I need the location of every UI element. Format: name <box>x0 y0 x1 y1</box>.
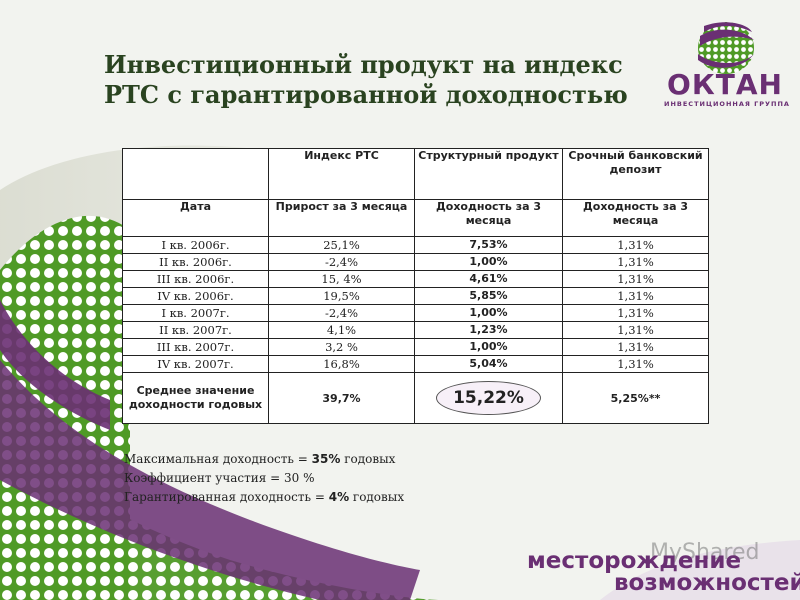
row-product: 1,23% <box>414 321 563 339</box>
summary-deposit: 5,25%** <box>562 372 709 424</box>
summary-product-cell: 15,22% <box>414 372 563 424</box>
row-deposit: 1,31% <box>562 355 709 373</box>
table-row: II кв. 2007г. 4,1% 1,23% 1,31% <box>122 321 709 339</box>
row-rts: 25,1% <box>268 236 415 254</box>
summary-label: Среднее значение доходности годовых <box>122 372 269 424</box>
note-guaranteed-yield: Гарантированная доходность = 4% годовых <box>124 488 404 507</box>
row-deposit: 1,31% <box>562 304 709 322</box>
table-row: I кв. 2006г. 25,1% 7,53% 1,31% <box>122 236 709 254</box>
empty-corner-cell <box>122 148 269 200</box>
row-product: 1,00% <box>414 304 563 322</box>
col-header-deposit-yield: Доходность за 3 месяца <box>562 199 709 237</box>
group-header-rts: Индекс РТС <box>268 148 415 200</box>
col-header-date: Дата <box>122 199 269 237</box>
notes-block: Максимальная доходность = 35% годовых Ко… <box>124 450 404 507</box>
row-deposit: 1,31% <box>562 236 709 254</box>
note-suffix: годовых <box>340 452 396 466</box>
row-product: 1,00% <box>414 338 563 356</box>
col-header-rts-growth: Прирост за 3 месяца <box>268 199 415 237</box>
title-line-1: Инвестиционный продукт на индекс <box>104 50 623 79</box>
row-date: II кв. 2007г. <box>122 321 269 339</box>
table-row: I кв. 2007г. -2,4% 1,00% 1,31% <box>122 304 709 322</box>
row-product: 1,00% <box>414 253 563 271</box>
summary-rts: 39,7% <box>268 372 415 424</box>
watermark-line-2: возможностей <box>614 570 800 596</box>
row-rts: -2,4% <box>268 253 415 271</box>
table-row: IV кв. 2007г. 16,8% 5,04% 1,31% <box>122 355 709 373</box>
row-rts: 19,5% <box>268 287 415 305</box>
watermark-line-1: месторождение <box>527 548 742 574</box>
note-participation: Коэффициент участия = 30 % <box>124 469 404 488</box>
row-deposit: 1,31% <box>562 287 709 305</box>
row-rts: 16,8% <box>268 355 415 373</box>
group-header-row: Индекс РТС Структурный продукт Срочный б… <box>122 148 709 200</box>
row-product: 5,04% <box>414 355 563 373</box>
row-product: 4,61% <box>414 270 563 288</box>
row-rts: -2,4% <box>268 304 415 322</box>
summary-row: Среднее значение доходности годовых 39,7… <box>122 372 709 424</box>
row-deposit: 1,31% <box>562 270 709 288</box>
column-header-row: Дата Прирост за 3 месяца Доходность за 3… <box>122 199 709 237</box>
row-deposit: 1,31% <box>562 253 709 271</box>
row-date: IV кв. 2007г. <box>122 355 269 373</box>
row-date: II кв. 2006г. <box>122 253 269 271</box>
note-text: Гарантированная доходность = <box>124 490 329 504</box>
logo-name: ОКТАН <box>667 68 783 101</box>
page-title: Инвестиционный продукт на индекс РТС с г… <box>104 50 664 110</box>
row-rts: 15, 4% <box>268 270 415 288</box>
globe-logo-icon <box>698 22 754 74</box>
title-line-2: РТС с гарантированной доходностью <box>104 80 628 109</box>
row-date: I кв. 2007г. <box>122 304 269 322</box>
table-row: IV кв. 2006г. 19,5% 5,85% 1,31% <box>122 287 709 305</box>
table-row: II кв. 2006г. -2,4% 1,00% 1,31% <box>122 253 709 271</box>
table-row: III кв. 2007г. 3,2 % 1,00% 1,31% <box>122 338 709 356</box>
row-deposit: 1,31% <box>562 321 709 339</box>
returns-table: Индекс РТС Структурный продукт Срочный б… <box>122 148 709 424</box>
row-date: IV кв. 2006г. <box>122 287 269 305</box>
group-header-deposit: Срочный банковский депозит <box>562 148 709 200</box>
note-text: Коэффициент участия = 30 % <box>124 471 315 485</box>
row-product: 5,85% <box>414 287 563 305</box>
col-header-product-yield: Доходность за 3 месяца <box>414 199 563 237</box>
row-rts: 3,2 % <box>268 338 415 356</box>
row-date: III кв. 2006г. <box>122 270 269 288</box>
note-suffix: годовых <box>349 490 405 504</box>
logo-subtitle: ИНВЕСТИЦИОННАЯ ГРУППА <box>664 100 790 108</box>
table-row: III кв. 2006г. 15, 4% 4,61% 1,31% <box>122 270 709 288</box>
row-date: I кв. 2006г. <box>122 236 269 254</box>
note-text: Максимальная доходность = <box>124 452 312 466</box>
watermark-brand: MyShared <box>650 540 760 565</box>
note-value: 4% <box>328 490 350 504</box>
group-header-product: Структурный продукт <box>414 148 563 200</box>
row-date: III кв. 2007г. <box>122 338 269 356</box>
row-product: 7,53% <box>414 236 563 254</box>
row-rts: 4,1% <box>268 321 415 339</box>
note-max-yield: Максимальная доходность = 35% годовых <box>124 450 404 469</box>
summary-product-highlight: 15,22% <box>436 381 541 415</box>
note-value: 35% <box>311 452 341 466</box>
row-deposit: 1,31% <box>562 338 709 356</box>
